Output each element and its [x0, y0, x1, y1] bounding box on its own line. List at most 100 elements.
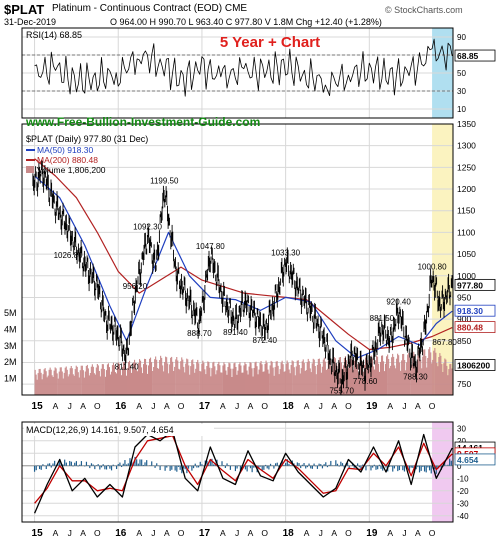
volume-bar: [448, 369, 450, 395]
volume-bar: [101, 364, 103, 395]
volume-bar: [404, 360, 406, 395]
volume-bar: [200, 371, 202, 395]
volume-bar: [297, 360, 299, 395]
volume-bar: [392, 353, 394, 395]
volume-bar: [418, 350, 420, 395]
macd-x-tick-label: 17: [199, 528, 211, 539]
volume-bar: [266, 362, 268, 395]
volume-bar: [353, 360, 355, 395]
volume-bar: [249, 362, 251, 395]
volume-bar: [401, 360, 403, 395]
volume-bar: [354, 356, 356, 395]
volume-bar: [441, 364, 443, 395]
volume-legend-swatch: [26, 166, 34, 173]
volume-bar: [382, 355, 384, 395]
volume-bar: [140, 360, 142, 395]
volume-bar: [163, 371, 165, 395]
volume-bar: [69, 368, 71, 395]
volume-bar: [135, 362, 137, 395]
macd-x-tick-label: 18: [283, 528, 295, 539]
volume-bar: [323, 357, 325, 395]
volume-tick-label: 2M: [4, 357, 17, 367]
volume-bar: [400, 370, 402, 395]
volume-bar: [445, 359, 447, 395]
volume-tick-label: 1M: [4, 374, 17, 384]
volume-bar: [291, 360, 293, 395]
volume-bar: [437, 366, 439, 395]
volume-bar: [109, 374, 111, 395]
volume-bar: [53, 370, 55, 395]
volume-bar: [187, 359, 189, 395]
volume-bar: [113, 365, 115, 395]
price-right-label: 918.30: [457, 306, 483, 316]
macd-x-tick-label: A: [248, 528, 254, 538]
volume-bar: [192, 359, 194, 395]
price-x-tick-label: 15: [32, 401, 44, 412]
volume-bar: [351, 366, 353, 395]
volume-bar: [305, 370, 307, 395]
volume-bar: [280, 362, 282, 395]
volume-bar: [95, 367, 97, 395]
volume-bar: [295, 366, 297, 395]
volume-bar: [304, 371, 306, 395]
rsi-tick-label: 50: [457, 69, 466, 78]
volume-bar: [436, 363, 438, 395]
volume-bar: [263, 371, 265, 395]
volume-bar: [143, 364, 145, 395]
price-bars: [32, 160, 453, 396]
volume-bar: [115, 373, 117, 395]
volume-bar: [330, 367, 332, 395]
volume-bar: [432, 359, 434, 395]
volume-bar: [360, 356, 362, 395]
volume-bar: [191, 360, 193, 395]
macd-tick-label: -20: [457, 487, 469, 496]
volume-bar: [103, 369, 105, 395]
volume-bar: [307, 358, 309, 395]
macd-x-tick-label: A: [136, 528, 142, 538]
volume-bar: [350, 358, 352, 395]
volume-bar: [174, 366, 176, 395]
watermark-url: www.Free-Bullion-Investment-Guide.com: [25, 115, 260, 129]
volume-bar: [75, 365, 77, 395]
volume-bar: [284, 371, 286, 395]
stockcharts-brand: © StockCharts.com: [385, 5, 463, 15]
volume-bar: [185, 363, 187, 395]
volume-bar: [283, 371, 285, 395]
volume-bar: [339, 357, 341, 395]
volume-bar: [158, 368, 160, 395]
volume-bar: [108, 367, 110, 395]
macd-x-tick-label: O: [178, 528, 185, 538]
volume-bar: [153, 367, 155, 395]
volume-bar: [451, 368, 453, 395]
price-annotation: 956.20: [123, 282, 148, 291]
macd-legend-bg: [24, 424, 214, 436]
macd-x-tick-label: 19: [366, 528, 378, 539]
volume-bar: [317, 359, 319, 395]
volume-bar: [234, 362, 236, 395]
volume-bar: [238, 364, 240, 395]
volume-bar: [208, 362, 210, 395]
price-x-tick-label: J: [235, 401, 239, 411]
volume-bar: [146, 364, 148, 395]
price-tick-label: 900: [457, 314, 471, 324]
rsi-tick-label: 90: [457, 33, 466, 42]
volume-bar: [272, 367, 274, 395]
macd-x-tick-label: J: [402, 528, 406, 538]
volume-bar: [62, 378, 64, 395]
volume-bar: [241, 372, 243, 395]
volume-bar: [66, 369, 68, 395]
volume-bar: [269, 365, 271, 395]
volume-bar: [415, 363, 417, 395]
volume-bar: [289, 373, 291, 395]
volume-bar: [374, 369, 376, 395]
volume-bar: [126, 368, 128, 395]
volume-bar: [125, 375, 127, 395]
volume-bar: [195, 368, 197, 395]
volume-bar: [298, 365, 300, 395]
volume-bar: [387, 354, 389, 395]
volume-bar: [184, 372, 186, 395]
macd-line: [34, 430, 453, 514]
volume-bar: [151, 362, 153, 395]
volume-bar: [188, 365, 190, 395]
